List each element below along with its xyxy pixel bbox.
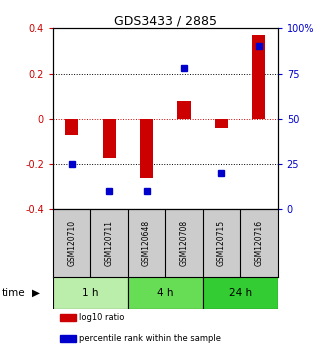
Bar bbox=[252, 35, 265, 119]
Text: GSM120708: GSM120708 bbox=[179, 220, 188, 266]
Text: GSM120711: GSM120711 bbox=[105, 220, 114, 266]
Bar bbox=[53, 277, 128, 309]
Text: 24 h: 24 h bbox=[229, 288, 252, 298]
Bar bbox=[103, 119, 116, 158]
Bar bbox=[128, 277, 203, 309]
Text: GSM120710: GSM120710 bbox=[67, 220, 76, 266]
Bar bbox=[60, 335, 76, 342]
Text: GSM120715: GSM120715 bbox=[217, 220, 226, 266]
Bar bbox=[215, 119, 228, 128]
Text: percentile rank within the sample: percentile rank within the sample bbox=[79, 334, 221, 343]
Bar bbox=[203, 277, 278, 309]
Text: GSM120648: GSM120648 bbox=[142, 220, 151, 266]
Text: 4 h: 4 h bbox=[157, 288, 174, 298]
Bar bbox=[140, 119, 153, 178]
Text: time: time bbox=[2, 288, 25, 298]
Title: GDS3433 / 2885: GDS3433 / 2885 bbox=[114, 14, 217, 27]
Text: 1 h: 1 h bbox=[82, 288, 99, 298]
Bar bbox=[65, 119, 78, 135]
Bar bbox=[60, 314, 76, 321]
Bar bbox=[178, 101, 191, 119]
Text: ▶: ▶ bbox=[32, 288, 40, 298]
Text: GSM120716: GSM120716 bbox=[255, 220, 264, 266]
Text: log10 ratio: log10 ratio bbox=[79, 313, 124, 322]
